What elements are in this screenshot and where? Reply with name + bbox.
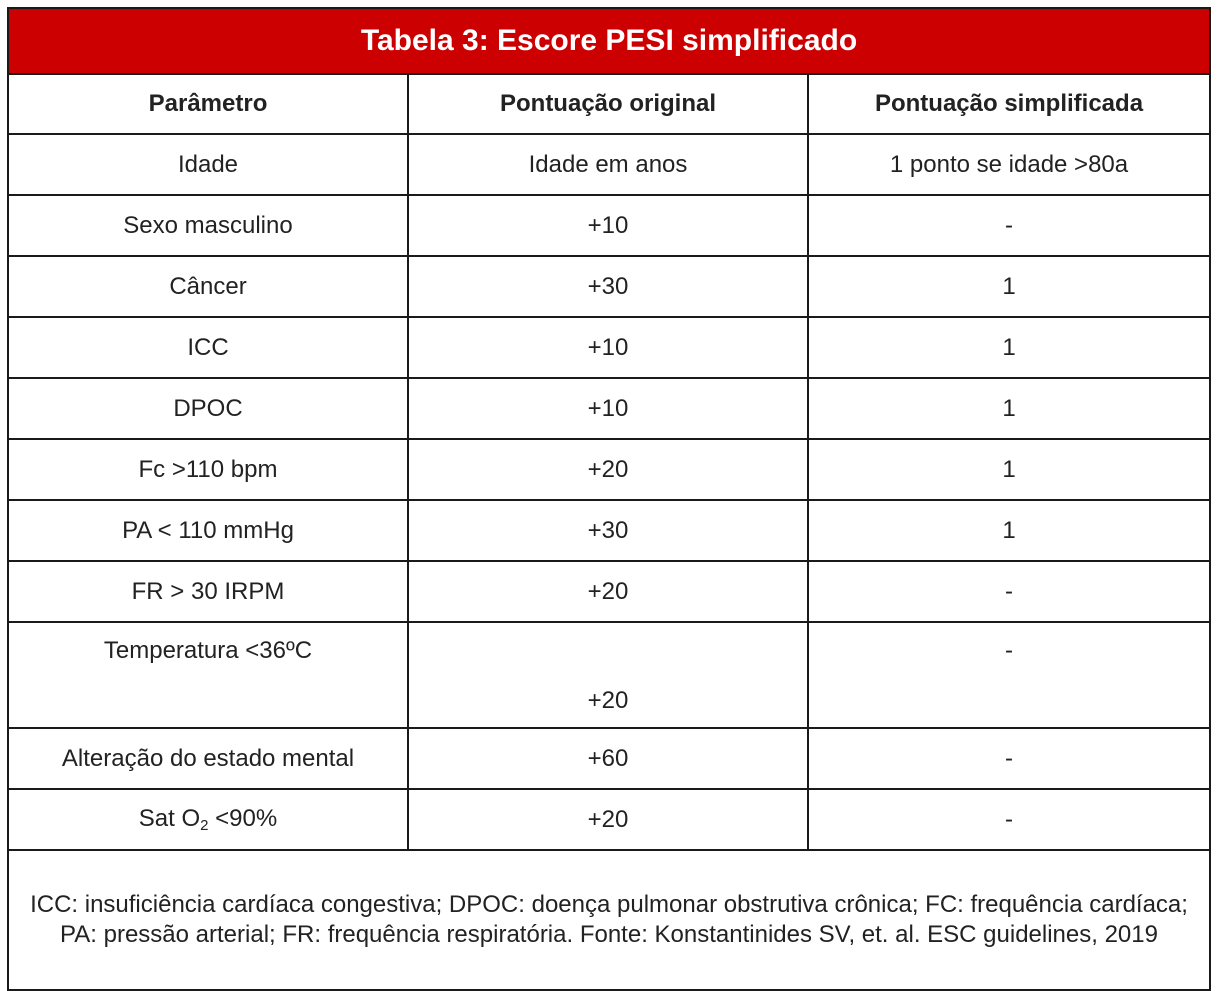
original-score-cell: +10 bbox=[407, 377, 809, 440]
table-row: PA < 110 mmHg +30 1 bbox=[7, 499, 1212, 562]
table-title: Tabela 3: Escore PESI simplificado bbox=[6, 7, 1212, 75]
parameter-cell: Temperatura <36ºC bbox=[7, 621, 409, 729]
simplified-score-cell: 1 bbox=[806, 438, 1212, 501]
simplified-score-cell: - bbox=[806, 194, 1212, 257]
table-row: Câncer +30 1 bbox=[7, 255, 1212, 318]
pesi-table: Tabela 3: Escore PESI simplificado Parâm… bbox=[6, 7, 1212, 991]
parameter-subscript: 2 bbox=[200, 817, 209, 834]
table-row: Fc >110 bpm +20 1 bbox=[7, 438, 1212, 501]
pesi-table-container: Tabela 3: Escore PESI simplificado Parâm… bbox=[6, 7, 1212, 991]
parameter-cell: FR > 30 IRPM bbox=[7, 560, 409, 623]
table-row: DPOC +10 1 bbox=[7, 377, 1212, 440]
column-header-parameter: Parâmetro bbox=[7, 73, 409, 135]
parameter-prefix: Sat O bbox=[138, 805, 201, 832]
original-score-cell: +30 bbox=[407, 499, 809, 562]
simplified-score-cell: 1 bbox=[806, 499, 1212, 562]
table-row: Idade Idade em anos 1 ponto se idade >80… bbox=[7, 133, 1212, 196]
original-score-cell: Idade em anos bbox=[407, 133, 809, 196]
simplified-score-cell: - bbox=[806, 621, 1212, 729]
simplified-score-cell: 1 bbox=[806, 255, 1212, 318]
parameter-suffix: <90% bbox=[208, 805, 278, 832]
column-header-simplified-score: Pontuação simplificada bbox=[806, 73, 1212, 135]
parameter-cell: Sexo masculino bbox=[7, 194, 409, 257]
table-row: ICC +10 1 bbox=[7, 316, 1212, 379]
simplified-score-cell: 1 ponto se idade >80a bbox=[806, 133, 1212, 196]
parameter-cell: Fc >110 bpm bbox=[7, 438, 409, 501]
original-score-cell: +10 bbox=[407, 316, 809, 379]
original-score-cell: +20 bbox=[407, 621, 809, 729]
parameter-cell: Alteração do estado mental bbox=[7, 727, 409, 790]
simplified-score-cell: 1 bbox=[806, 316, 1212, 379]
original-score-cell: +60 bbox=[407, 727, 809, 790]
parameter-cell: DPOC bbox=[7, 377, 409, 440]
original-score-cell: +20 bbox=[407, 560, 809, 623]
simplified-score-cell: 1 bbox=[806, 377, 1212, 440]
simplified-score-cell: - bbox=[806, 560, 1212, 623]
parameter-cell: Idade bbox=[7, 133, 409, 196]
table-row: FR > 30 IRPM +20 - bbox=[7, 560, 1212, 623]
original-score-cell: +20 bbox=[407, 438, 809, 501]
simplified-score-cell: - bbox=[806, 788, 1212, 851]
original-score-cell: +30 bbox=[407, 255, 809, 318]
parameter-cell: Câncer bbox=[7, 255, 409, 318]
parameter-cell: Sat O2 <90% bbox=[7, 788, 409, 851]
column-header-original-score: Pontuação original bbox=[407, 73, 809, 135]
table-row: Sexo masculino +10 - bbox=[7, 194, 1212, 257]
footnote-row: ICC: insuficiência cardíaca congestiva; … bbox=[6, 849, 1212, 991]
original-score-cell: +10 bbox=[407, 194, 809, 257]
table-row: Sat O2 <90% +20 - bbox=[7, 788, 1212, 851]
header-row: Parâmetro Pontuação original Pontuação s… bbox=[7, 73, 1212, 135]
parameter-cell: ICC bbox=[7, 316, 409, 379]
simplified-score-cell: - bbox=[806, 727, 1212, 790]
table-row: Alteração do estado mental +60 - bbox=[7, 727, 1212, 790]
original-score-cell: +20 bbox=[407, 788, 809, 851]
title-row: Tabela 3: Escore PESI simplificado bbox=[6, 7, 1212, 75]
table-footnote: ICC: insuficiência cardíaca congestiva; … bbox=[6, 849, 1212, 991]
table-row: Temperatura <36ºC +20 - bbox=[7, 621, 1212, 729]
parameter-cell: PA < 110 mmHg bbox=[7, 499, 409, 562]
